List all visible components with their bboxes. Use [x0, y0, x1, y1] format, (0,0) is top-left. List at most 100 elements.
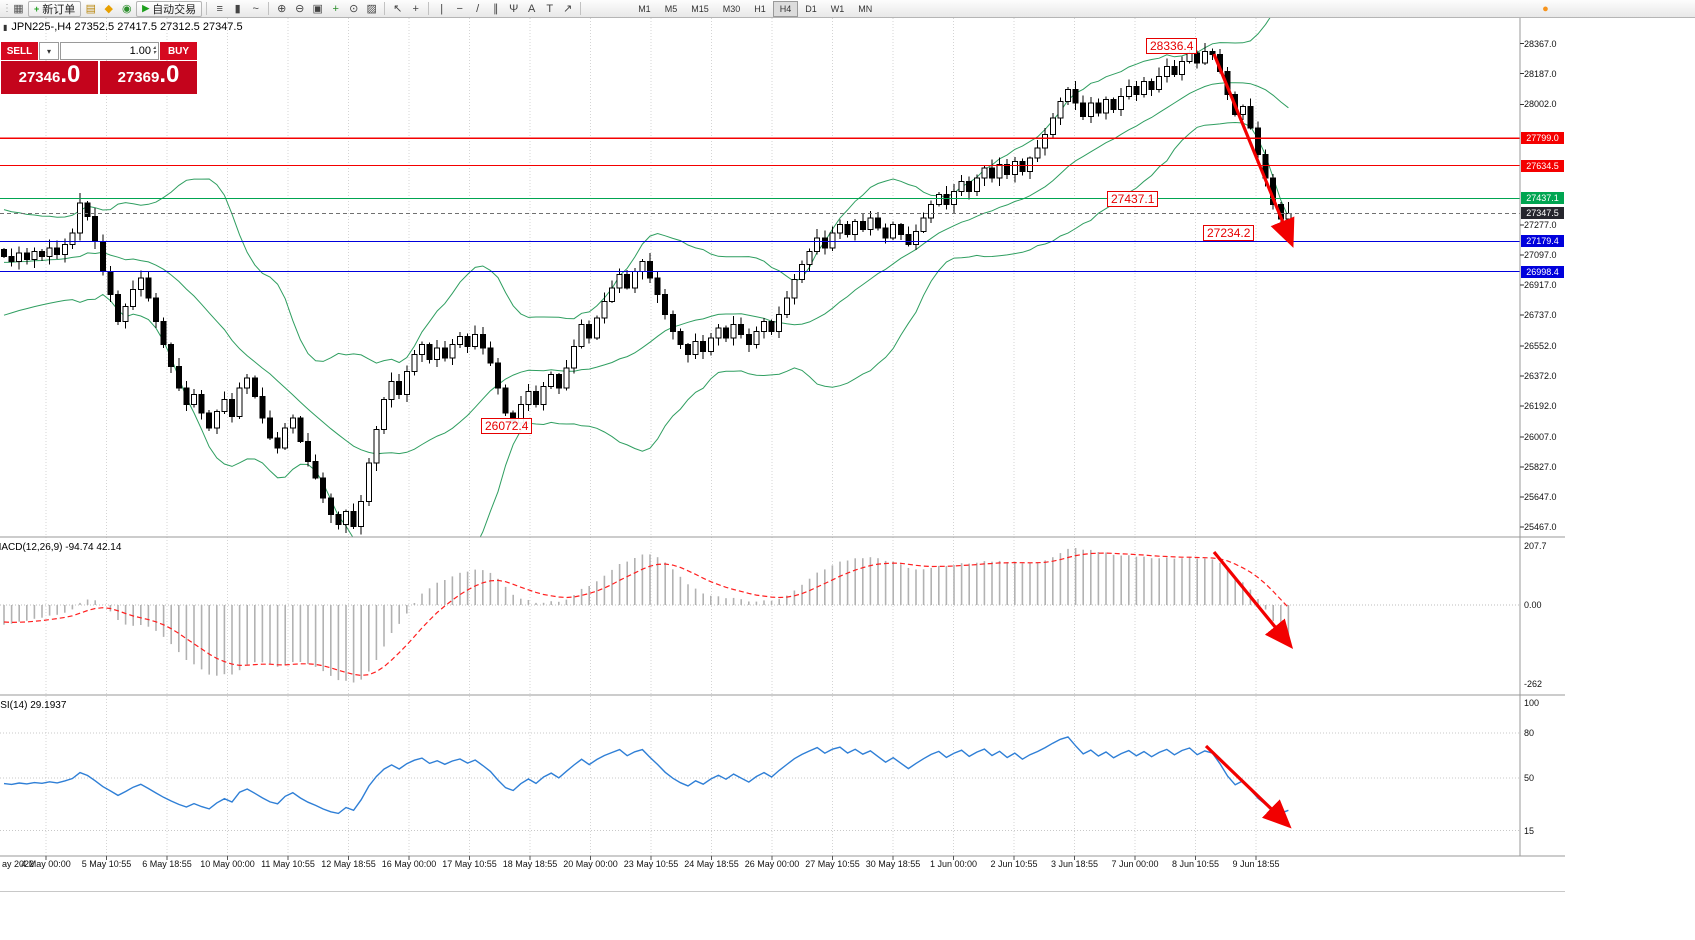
templates-icon[interactable]: ▨ [366, 3, 377, 15]
time-axis-label: 8 Jun 10:55 [1171, 859, 1220, 869]
horizontal-line-icon[interactable]: − [456, 2, 463, 15]
level-price-label: 27799.0 [1521, 132, 1564, 145]
macd-axis-label: 207.7 [1524, 541, 1547, 551]
level-price-label: 27437.1 [1521, 192, 1564, 205]
time-axis-label: 16 May 00:00 [381, 859, 437, 869]
toolbar-separator [268, 2, 270, 15]
timeframe-toolbar: M1 M5 M15 M30 H1 H4 D1 W1 MN [631, 0, 879, 17]
rsi-axis-label: 50 [1524, 773, 1535, 783]
macd-axis-label: -262 [1524, 679, 1543, 689]
sell-price[interactable]: 27346.0 [1, 61, 98, 94]
trend-arrow-main[interactable] [1212, 53, 1295, 248]
timeframe-mn[interactable]: MN [858, 3, 873, 14]
price-annotation[interactable]: 26072.4 [481, 418, 533, 434]
chart-title-text: JPN225-,H4 27352.5 27417.5 27312.5 27347… [11, 21, 243, 33]
timeframe-d1[interactable]: D1 [805, 3, 817, 14]
volume-stepper[interactable]: ▴ ▾ [152, 45, 156, 56]
timeframe-h1[interactable]: H1 [754, 3, 766, 14]
sell-price-pips: .0 [60, 61, 81, 88]
one-click-trading-panel: SELL ▾ 1.00 ▴ ▾ BUY 27346.0 27369.0 [1, 42, 197, 94]
bar-chart-icon[interactable]: ≡ [216, 2, 223, 15]
periods-icon[interactable]: ⊙ [349, 3, 359, 15]
main-toolbar: ⋮ ▦ + 新订单 ▤ ◆ ◉ ▶ 自动交易 ≡ ▮ ~ ⊕ ⊖ ▣ + ⊙ ▨ ↖ + | − / ∥ Ψ A T ↗ M1 M5 M15… [0, 0, 1695, 18]
crosshair-icon[interactable]: + [412, 2, 419, 15]
price-annotation[interactable]: 27437.1 [1107, 191, 1159, 207]
timeframe-h4[interactable]: H4 [772, 0, 799, 17]
toolbar-separator [428, 2, 430, 15]
timeframe-w1[interactable]: W1 [830, 3, 845, 14]
time-axis-label: 11 May 10:55 [261, 859, 315, 869]
step-down-icon[interactable]: ▾ [152, 50, 156, 56]
new-order-button[interactable]: + 新订单 [28, 0, 82, 17]
candlestick-chart-icon[interactable]: ▮ [234, 3, 241, 15]
rsi-line [3, 736, 1289, 815]
chart-canvas[interactable] [0, 18, 1565, 874]
time-axis-label: ay 2022 [2, 859, 35, 869]
price-tick-label: 26917.0 [1524, 280, 1557, 291]
price-annotation[interactable]: 27234.2 [1203, 225, 1255, 241]
time-axis-label: 26 May 00:00 [744, 859, 800, 869]
toolbar-separator [580, 2, 582, 15]
zoom-out-icon[interactable]: ⊖ [295, 3, 305, 15]
vertical-line-icon[interactable]: | [440, 2, 444, 15]
time-axis-label: 5 May 10:55 [81, 859, 132, 869]
timeframe-m15[interactable]: M15 [691, 3, 709, 14]
buy-button[interactable]: BUY [160, 42, 197, 60]
volume-input[interactable]: 1.00 ▴ ▾ [60, 42, 159, 60]
price-tick-label: 26372.0 [1524, 371, 1557, 381]
alert-icon[interactable]: ● [1542, 2, 1549, 15]
toolbar-grip[interactable]: ⋮ [2, 3, 12, 14]
rsi-axis-label: 80 [1524, 728, 1535, 738]
price-tick-label: 25827.0 [1524, 461, 1557, 472]
time-axis-label: 2 Jun 10:55 [990, 859, 1038, 869]
tile-windows-icon[interactable]: ▣ [312, 3, 323, 15]
bollinger-bands [3, 18, 1289, 537]
timeframe-m30[interactable]: M30 [722, 3, 741, 14]
label-icon[interactable]: T [546, 2, 554, 15]
timeframe-m5[interactable]: M5 [664, 3, 678, 14]
auto-trading-button[interactable]: ▶ 自动交易 [136, 0, 203, 17]
current-price-label: 27347.5 [1521, 207, 1564, 220]
step-up-icon[interactable]: ▴ [152, 45, 156, 51]
price-tick-label: 25647.0 [1524, 491, 1557, 502]
sell-price-main: 27346 [18, 69, 61, 86]
time-axis-label: 23 May 10:55 [623, 859, 679, 869]
trend-arrow-macd[interactable] [1212, 550, 1294, 649]
favorites-icon[interactable]: ◆ [104, 3, 113, 15]
order-settings-dropdown[interactable]: ▾ [39, 42, 59, 60]
cursor-icon[interactable]: ↖ [393, 3, 403, 15]
chart-window[interactable]: ▮ JPN225-,H4 27352.5 27417.5 27312.5 273… [0, 18, 1565, 892]
price-tick-label: 28367.0 [1524, 38, 1557, 49]
grid-lines [45, 18, 1257, 856]
refresh-icon[interactable]: ◉ [121, 3, 132, 15]
new-chart-icon[interactable]: ▦ [13, 3, 24, 15]
channel-icon[interactable]: ∥ [492, 3, 499, 15]
macd-histogram [3, 548, 1290, 683]
trend-arrow-rsi[interactable] [1204, 744, 1292, 829]
time-axis-label: 9 Jun 18:55 [1232, 859, 1280, 869]
zoom-in-icon[interactable]: ⊕ [277, 3, 287, 15]
buy-price[interactable]: 27369.0 [100, 61, 197, 94]
rsi-axis-label: 100 [1524, 698, 1540, 708]
sell-button[interactable]: SELL [1, 42, 38, 60]
indicators-icon[interactable]: + [332, 2, 339, 15]
auto-trading-button-icon: ▶ [142, 3, 150, 13]
chart-profiles-icon[interactable]: ▤ [85, 3, 96, 15]
timeframe-m1[interactable]: M1 [638, 3, 651, 14]
time-axis-label: 1 Jun 00:00 [929, 859, 978, 869]
price-tick-label: 26552.0 [1524, 341, 1557, 351]
price-annotation[interactable]: 28336.4 [1146, 38, 1198, 54]
time-axis-label: 6 May 18:55 [142, 859, 192, 869]
arrows-icon[interactable]: ↗ [563, 3, 573, 15]
time-axis-label: 17 May 10:55 [442, 859, 497, 869]
text-icon[interactable]: A [528, 2, 536, 15]
time-axis-label: 30 May 18:55 [865, 859, 921, 869]
line-chart-icon[interactable]: ~ [252, 2, 259, 15]
pitchfork-icon[interactable]: Ψ [509, 2, 519, 15]
price-tick-label: 25467.0 [1524, 521, 1557, 532]
trendline-icon[interactable]: / [476, 2, 480, 15]
toolbar-separator [384, 2, 386, 15]
level-price-label: 27634.5 [1521, 159, 1564, 172]
level-price-label: 26998.4 [1521, 265, 1564, 278]
level-price-label: 27179.4 [1521, 235, 1564, 248]
